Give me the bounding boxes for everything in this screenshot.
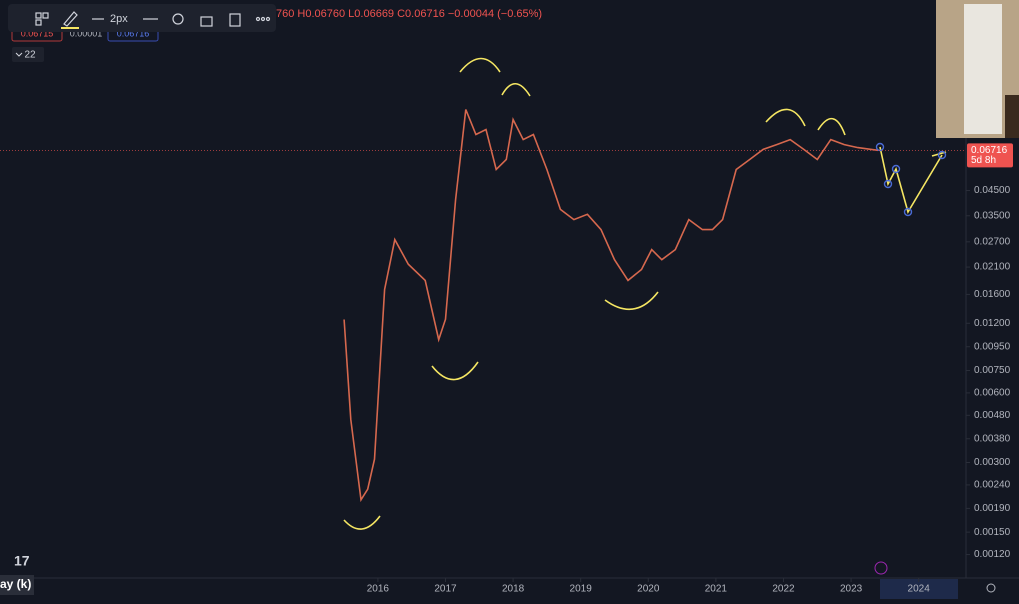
x-tick-label: 2023 <box>840 584 863 595</box>
delete-icon[interactable] <box>229 13 241 27</box>
bid: 0.06715 <box>21 28 54 38</box>
more-dot[interactable] <box>260 16 266 22</box>
price-badge <box>967 143 1013 168</box>
y-tick-label: 0.03500 <box>974 210 1011 221</box>
y-tick-label: 0.01600 <box>974 289 1011 300</box>
x-tick-label: 2017 <box>434 584 457 595</box>
templates-icon[interactable] <box>35 19 42 26</box>
y-tick-label: 0.00150 <box>974 527 1011 538</box>
arc <box>431 361 479 381</box>
person <box>1005 95 1019 138</box>
point <box>903 207 913 217</box>
drawing-toolbar <box>8 4 276 32</box>
y-tick-label: 0.00190 <box>974 503 1011 514</box>
y-tick-label: 0.00240 <box>974 480 1011 491</box>
x-tick-label: 2022 <box>772 584 795 595</box>
door <box>964 4 1002 134</box>
line-width[interactable]: 2px <box>110 13 128 25</box>
y-tick-label: 0.00950 <box>974 341 1011 352</box>
price-line <box>343 109 879 503</box>
arc <box>817 117 846 136</box>
footer-label: ay (k) <box>0 577 31 591</box>
y-tick-label: 0.02700 <box>974 236 1011 247</box>
collapse-button[interactable] <box>12 47 44 62</box>
tv-logo: 17 <box>14 553 30 569</box>
plot: 0.04500 0.03500 0.02700 0.02100 0.01600 0.012… <box>343 109 1011 595</box>
pen-icon[interactable] <box>63 11 78 27</box>
settings-icon[interactable] <box>172 13 184 25</box>
price-badge-value: 0.06716 <box>971 145 1008 156</box>
y-tick-label: 0.00380 <box>974 433 1011 444</box>
y-tick-label: 0.00600 <box>974 388 1011 399</box>
replay-icon[interactable] <box>874 561 888 575</box>
x-tick-label: 2018 <box>502 584 525 595</box>
toolbar-icons <box>35 11 271 29</box>
footer-chip <box>0 575 34 595</box>
x-tick-label: 2020 <box>637 584 660 595</box>
x-tick-label: 2024 <box>908 584 931 595</box>
collapse-count: 22 <box>24 50 36 61</box>
price-badge-countdown: 5d 8h <box>971 155 996 166</box>
x-tick-label: 2019 <box>570 584 593 595</box>
projection <box>879 146 943 215</box>
ask: 0.06716 <box>117 28 150 38</box>
arc <box>343 515 381 530</box>
arc <box>501 82 531 97</box>
y-tick-label: 0.00480 <box>974 410 1011 421</box>
x-tick-label: 2021 <box>705 584 728 595</box>
point <box>883 179 893 189</box>
settings-axis[interactable] <box>986 583 996 593</box>
y-tick-label: 0.00750 <box>974 365 1011 376</box>
lock-icon[interactable] <box>200 16 213 27</box>
more-dot[interactable] <box>255 16 261 22</box>
templates-icon[interactable] <box>35 12 42 19</box>
ohlc-values: 760 H0.06760 L0.06669 C0.06716 −0.00044 … <box>276 8 542 20</box>
y-tick-label: 0.04500 <box>974 185 1011 196</box>
annotations <box>343 57 947 530</box>
x-tick-label: 2016 <box>367 584 390 595</box>
y-tick-label: 0.00120 <box>974 549 1011 560</box>
arc <box>604 291 659 311</box>
point <box>937 150 947 160</box>
y-tick-label: 0.00300 <box>974 457 1011 468</box>
time-highlight <box>880 579 958 599</box>
arc <box>459 57 501 73</box>
more-dot[interactable] <box>265 16 271 22</box>
y-tick-label: 0.02100 <box>974 262 1011 273</box>
templates-icon[interactable] <box>42 12 49 19</box>
arc <box>765 108 806 127</box>
chevron <box>15 52 23 57</box>
spread: 0.00001 <box>70 28 103 38</box>
y-tick-label: 0.01200 <box>974 318 1011 329</box>
point <box>891 164 901 174</box>
